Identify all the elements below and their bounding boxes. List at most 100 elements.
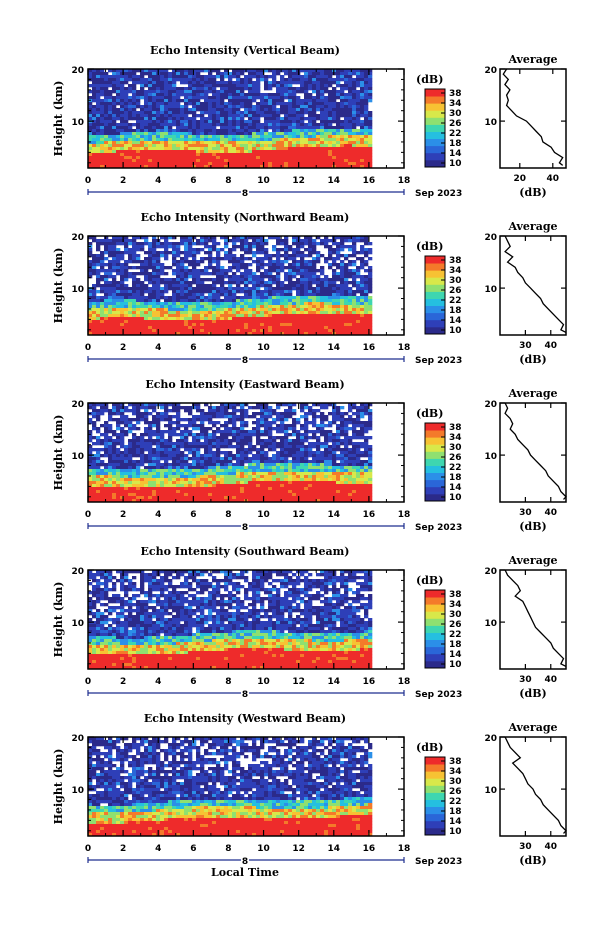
- heatmap-cell: [304, 239, 309, 243]
- heatmap-cell: [160, 108, 165, 112]
- heatmap-cell: [192, 424, 197, 428]
- heatmap-cell: [280, 269, 285, 273]
- heatmap-cell: [280, 308, 285, 312]
- heatmap-cell: [120, 284, 125, 288]
- heatmap-cell: [144, 287, 149, 291]
- heatmap-cell: [308, 78, 313, 82]
- heatmap-cell: [156, 430, 161, 434]
- heatmap-cell: [228, 314, 233, 318]
- heatmap-cell: [316, 305, 321, 309]
- heatmap-cell: [256, 165, 261, 169]
- heatmap-cell: [104, 406, 109, 410]
- heatmap-cell: [348, 290, 353, 294]
- heatmap-cell: [200, 296, 205, 300]
- heatmap-cell: [248, 78, 253, 82]
- heatmap-cell: [168, 120, 173, 124]
- heatmap-cell: [96, 90, 101, 94]
- heatmap-cell: [92, 272, 97, 276]
- heatmap-cell: [164, 120, 169, 124]
- heatmap-cell: [244, 293, 249, 297]
- heatmap-cell: [196, 320, 201, 324]
- heatmap-cell: [196, 269, 201, 273]
- heatmap-cell: [228, 323, 233, 327]
- heatmap-cell: [296, 305, 301, 309]
- heatmap-cell: [332, 99, 337, 103]
- heatmap-cell: [88, 156, 93, 160]
- heatmap-cell: [212, 96, 217, 100]
- heatmap-cell: [204, 165, 209, 169]
- heatmap-cell: [328, 84, 333, 88]
- heatmap-cell: [172, 305, 177, 309]
- heatmap-cell: [224, 424, 229, 428]
- heatmap-cell: [328, 314, 333, 318]
- heatmap-cell: [140, 114, 145, 118]
- heatmap-cell: [300, 141, 305, 145]
- heatmap-cell: [92, 72, 97, 76]
- heatmap-cell: [140, 150, 145, 154]
- heatmap-cell: [368, 114, 373, 118]
- heatmap-cell: [252, 84, 257, 88]
- heatmap-cell: [364, 165, 369, 169]
- colorbar-segment: [425, 284, 445, 292]
- heatmap-cell: [220, 141, 225, 145]
- heatmap-cell: [88, 129, 93, 133]
- heatmap-cell: [240, 406, 245, 410]
- heatmap-cell: [132, 132, 137, 136]
- heatmap-cell: [272, 156, 277, 160]
- heatmap-cell: [360, 308, 365, 312]
- heatmap-cell: [276, 308, 281, 312]
- heatmap-cell: [228, 254, 233, 258]
- heatmap-cell: [288, 248, 293, 252]
- heatmap-cell: [256, 427, 261, 431]
- heatmap-cell: [200, 305, 205, 309]
- heatmap-cell: [304, 305, 309, 309]
- heatmap-cell: [268, 311, 273, 315]
- heatmap-cell: [188, 263, 193, 267]
- heatmap-cell: [368, 326, 373, 330]
- heatmap-cell: [352, 323, 357, 327]
- heatmap-cell: [136, 102, 141, 106]
- heatmap-cell: [92, 266, 97, 270]
- heatmap-cell: [364, 403, 369, 407]
- heatmap-cell: [156, 412, 161, 416]
- heatmap-cell: [152, 78, 157, 82]
- heatmap-cell: [164, 144, 169, 148]
- heatmap-cell: [288, 108, 293, 112]
- heatmap-cell: [120, 293, 125, 297]
- heatmap-cell: [284, 165, 289, 169]
- heatmap-cell: [236, 135, 241, 139]
- heatmap-cell: [320, 108, 325, 112]
- heatmap-cell: [324, 403, 329, 407]
- heatmap-cell: [284, 332, 289, 336]
- heatmap-cell: [160, 245, 165, 249]
- x-tick-label: 8: [225, 176, 231, 186]
- heatmap-cell: [232, 72, 237, 76]
- heatmap-cell: [328, 108, 333, 112]
- heatmap-cell: [280, 287, 285, 291]
- heatmap-cell: [312, 129, 317, 133]
- heatmap-cell: [324, 138, 329, 142]
- heatmap-cell: [260, 415, 265, 419]
- heatmap-cell: [324, 299, 329, 303]
- heatmap-cell: [284, 311, 289, 315]
- heatmap-cell: [236, 114, 241, 118]
- heatmap-cell: [104, 320, 109, 324]
- heatmap-cell: [244, 120, 249, 124]
- heatmap-cell: [200, 272, 205, 276]
- heatmap-cell: [112, 90, 117, 94]
- heatmap-cell: [248, 329, 253, 333]
- heatmap-cell: [368, 111, 373, 115]
- heatmap-cell: [224, 242, 229, 246]
- heatmap-cell: [348, 254, 353, 258]
- heatmap-cell: [172, 284, 177, 288]
- heatmap-cell: [368, 305, 373, 309]
- colorbar-segment: [425, 319, 445, 328]
- heatmap-cell: [356, 251, 361, 255]
- heatmap-cell: [268, 329, 273, 333]
- heatmap-cell: [252, 290, 257, 294]
- heatmap-cell: [116, 305, 121, 309]
- heatmap-cell: [348, 159, 353, 163]
- heatmap-cell: [188, 299, 193, 303]
- heatmap-cell: [220, 320, 225, 324]
- heatmap-cell: [156, 266, 161, 270]
